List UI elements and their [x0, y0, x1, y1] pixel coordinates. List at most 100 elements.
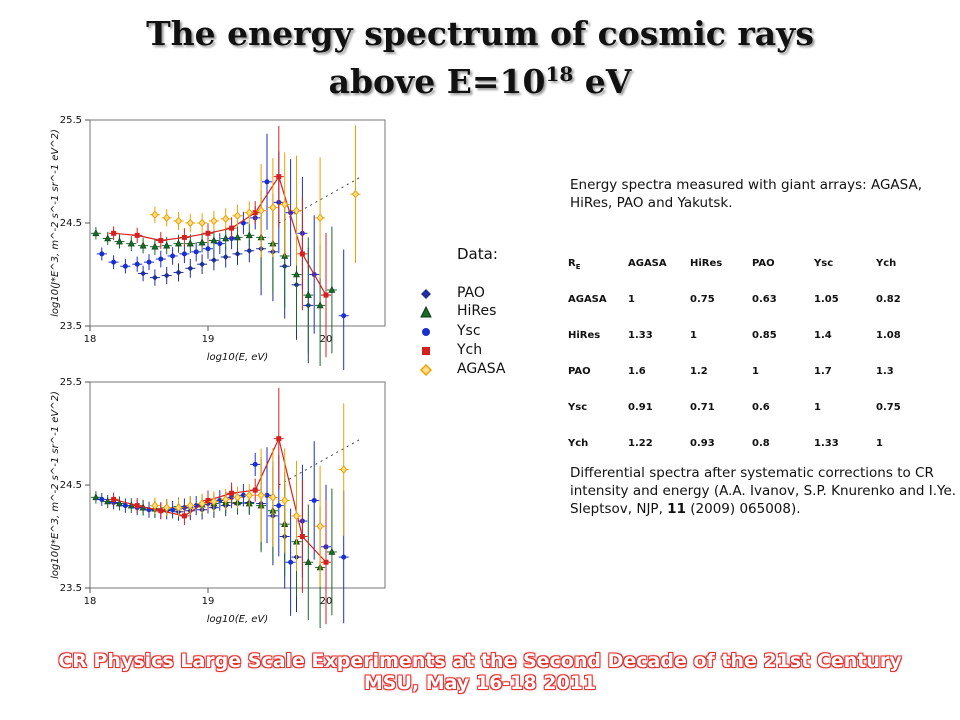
data-point	[222, 214, 230, 224]
description-bottom-text: Differential spectra after systematic co…	[570, 465, 957, 517]
data-point	[175, 269, 182, 276]
extrapolation-line	[278, 176, 362, 224]
legend-label: HiRes	[457, 303, 497, 319]
ratio-cell: 1.08	[876, 330, 901, 341]
data-point	[264, 492, 270, 498]
footer-date: MSU, May 16-18 2011	[363, 672, 597, 694]
data-point	[328, 285, 336, 293]
ratio-cell: 0.8	[752, 438, 770, 449]
data-point	[163, 241, 171, 249]
title-suffix: eV	[573, 62, 632, 101]
description-bottom-ref: (2009) 065008).	[685, 501, 801, 517]
data-point	[205, 246, 211, 252]
data-point	[99, 251, 105, 257]
ratio-table-header: RE AGASA HiRes PAO Ysc Ych	[568, 258, 938, 294]
data-point	[269, 493, 277, 502]
data-point	[304, 558, 312, 566]
data-point	[163, 272, 170, 279]
data-point	[292, 206, 301, 215]
data-point	[92, 229, 100, 237]
data-point	[245, 491, 253, 500]
legend-label: Ysc	[457, 323, 481, 339]
data-point	[276, 503, 282, 509]
x-axis-label: log10(E, eV)	[207, 614, 268, 625]
data-point	[170, 253, 176, 259]
data-point	[233, 211, 242, 221]
data-point	[186, 218, 194, 228]
ratio-row-header: AGASA	[568, 294, 607, 305]
data-point	[181, 251, 187, 257]
extrapolation-line	[278, 438, 362, 486]
data-point	[340, 465, 348, 474]
data-point	[351, 189, 360, 199]
ratio-row-header: Ysc	[568, 402, 588, 413]
ratio-cell: 0.75	[876, 402, 901, 413]
data-point	[175, 239, 182, 247]
data-point	[281, 496, 289, 505]
x-tick-label: 19	[202, 596, 215, 607]
ratio-row-header: PAO	[568, 366, 591, 377]
ratio-row-header: Ych	[568, 438, 589, 449]
legend-heading: Data:	[457, 245, 498, 263]
ratio-cell: 0.82	[876, 294, 901, 305]
y-tick-label: 23.5	[60, 321, 82, 332]
slide-title-line2: above E=1018 eV	[0, 62, 960, 101]
data-point	[139, 241, 147, 249]
ratio-cell: 1.6	[628, 366, 646, 377]
x-tick-label: 18	[84, 334, 97, 345]
fit-curve	[113, 175, 327, 296]
ratio-header-corner: RE	[568, 258, 628, 294]
data-point	[134, 261, 140, 267]
ratio-cell: 1.2	[690, 366, 708, 377]
data-point	[122, 503, 128, 509]
ratio-col-header: Ych	[876, 258, 897, 269]
data-point	[311, 497, 317, 503]
legend-label: PAO	[457, 285, 485, 301]
ratio-cell: 1.33	[628, 330, 653, 341]
ysc-marker-icon	[422, 328, 430, 336]
ratio-row-header: HiRes	[568, 330, 601, 341]
data-point	[122, 263, 128, 269]
ratio-cell: 1	[876, 438, 883, 449]
data-point	[174, 216, 183, 226]
description-top: Energy spectra measured with giant array…	[570, 177, 923, 211]
data-point	[252, 461, 258, 467]
data-point	[163, 503, 171, 512]
plot-area	[89, 381, 386, 589]
y-axis-label: log10(J*E^3, m^-2 s^-1 sr^-1 eV^2)	[50, 391, 61, 579]
data-point	[217, 497, 223, 503]
y-tick-label: 25.5	[60, 115, 82, 126]
data-point	[328, 547, 336, 555]
data-point	[210, 216, 218, 226]
ratio-col-header: AGASA	[628, 258, 667, 269]
data-point	[222, 253, 229, 260]
table-row: PAO 1.6 1.2 1 1.7 1.3	[568, 366, 938, 402]
title-prefix: above E=10	[328, 62, 546, 101]
y-tick-label: 24.5	[60, 218, 82, 229]
data-point	[151, 501, 159, 510]
data-point	[217, 241, 223, 247]
ratio-cell: 0.63	[752, 294, 777, 305]
table-row: Ysc 0.91 0.71 0.6 1 0.75	[568, 402, 938, 438]
x-axis-label: log10(E, eV)	[207, 352, 268, 363]
data-point	[341, 313, 347, 319]
table-row: HiRes 1.33 1 0.85 1.4 1.08	[568, 330, 938, 366]
ratio-cell: 1.05	[814, 294, 839, 305]
data-point	[240, 492, 246, 498]
data-point	[158, 256, 164, 262]
title-exponent: 18	[545, 62, 574, 86]
data-point	[199, 261, 206, 268]
data-point	[264, 179, 270, 185]
x-tick-label: 19	[202, 334, 215, 345]
ratio-cell: 1.7	[814, 366, 832, 377]
ych-marker-icon	[422, 347, 430, 355]
data-point	[111, 496, 117, 502]
ratio-cell: 0.85	[752, 330, 777, 341]
data-point	[146, 259, 152, 265]
y-tick-label: 23.5	[60, 583, 82, 594]
ratio-header-symbol: R	[568, 258, 576, 269]
data-point	[151, 242, 159, 250]
description-bottom-volume: 11	[667, 501, 686, 517]
